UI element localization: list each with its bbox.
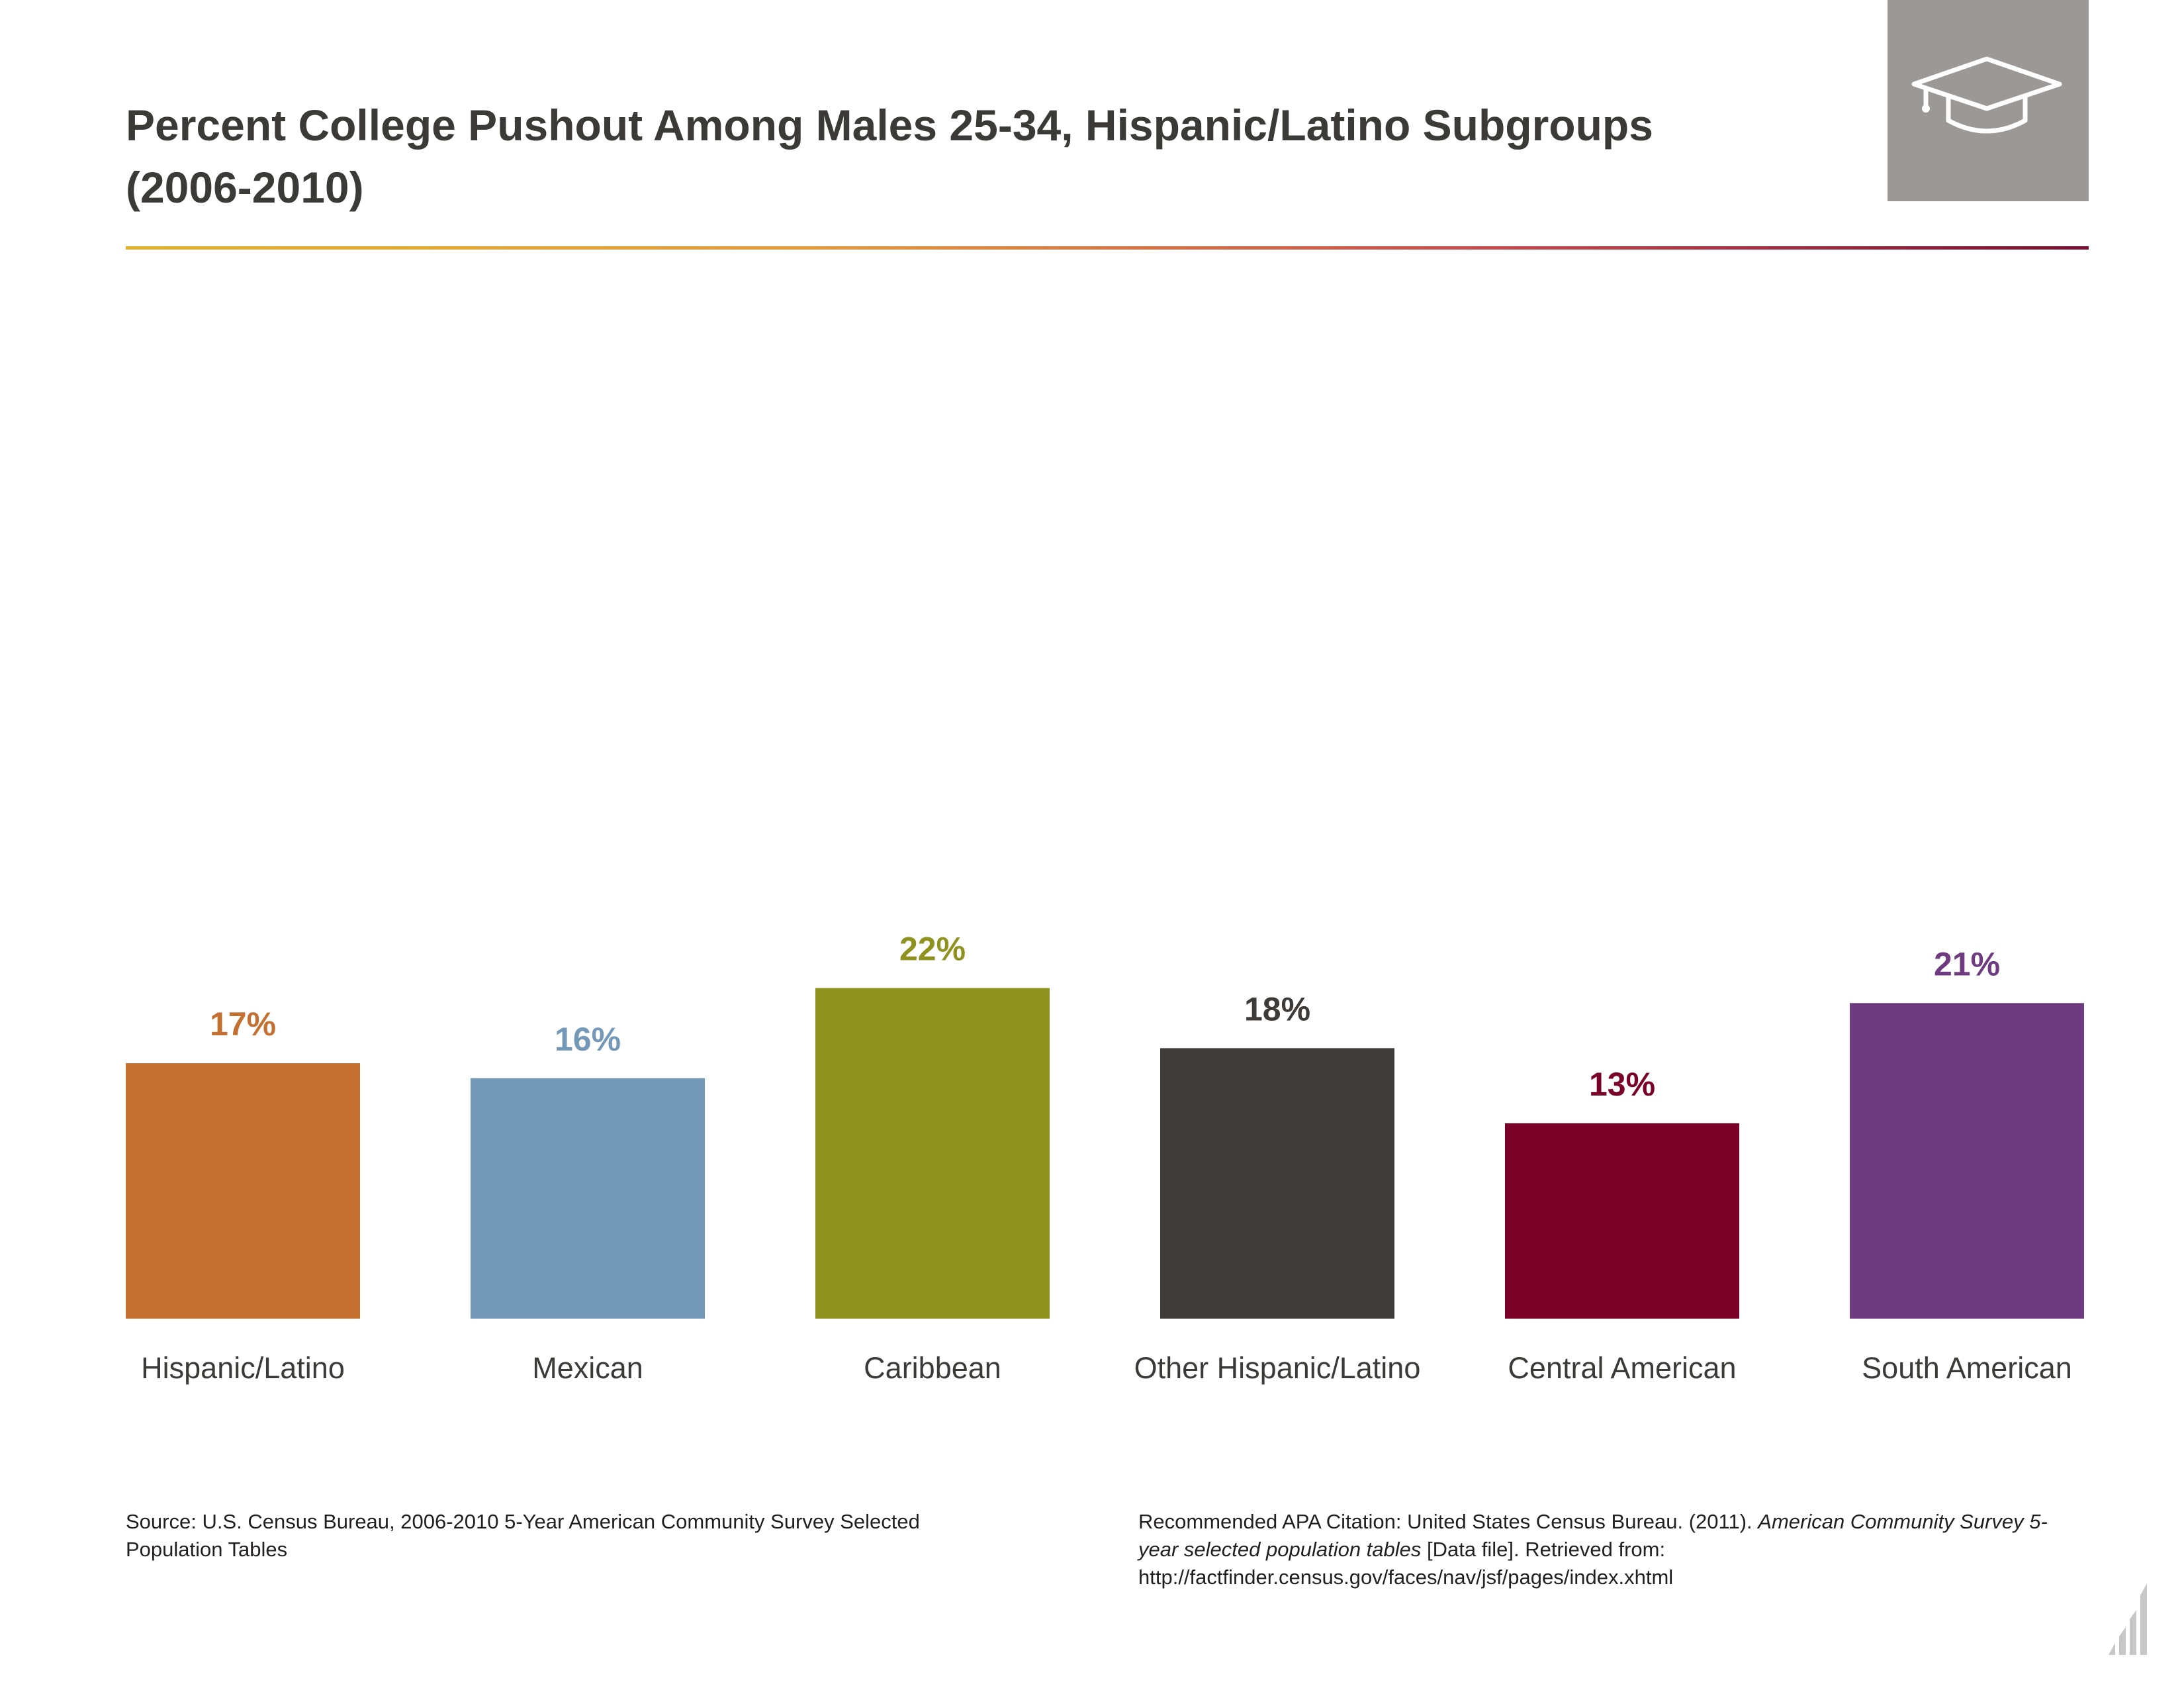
value-label-hispanic-latino: 17% [210, 1006, 276, 1043]
value-label-other-hispanic-latino: 18% [1244, 990, 1310, 1027]
value-label-central-american: 13% [1589, 1066, 1655, 1103]
citation-prefix: Recommended APA Citation: United States … [1138, 1510, 1758, 1533]
chart-title-line-2: (2006-2010) [126, 163, 364, 212]
graduation-cap-icon-box [1888, 0, 2089, 201]
bar-hispanic-latino [126, 1063, 360, 1319]
chart-title: Percent College Pushout Among Males 25-3… [126, 94, 1846, 218]
citation-suffix: [Data file]. Retrieved from: http://fact… [1138, 1538, 1674, 1589]
value-label-south-american: 21% [1934, 945, 2000, 982]
category-label-south-american: South American [1862, 1351, 2072, 1385]
category-label-central-american: Central American [1508, 1351, 1736, 1385]
value-label-caribbean: 22% [899, 931, 966, 968]
category-label-mexican: Mexican [532, 1351, 643, 1385]
title-divider [126, 246, 2089, 250]
citation-title: American Community Survey 5-year selecte… [1138, 1510, 2048, 1561]
bar-chart: 17% Hispanic/Latino 16% Mexican 22% Caribbean… [126, 931, 2084, 1385]
value-label-mexican: 16% [555, 1021, 621, 1058]
source-note: Source: U.S. Census Bureau, 2006-2010 5-… [126, 1510, 920, 1561]
bar-chart-logo-icon [2109, 1583, 2147, 1655]
bar-caribbean [815, 988, 1050, 1319]
graduation-cap-icon [1911, 56, 2062, 134]
category-label-other-hispanic-latino: Other Hispanic/Latino [1134, 1351, 1421, 1385]
apa-citation: Recommended APA Citation: United States … [1138, 1508, 2078, 1591]
chart-title-line-1: Percent College Pushout Among Males 25-3… [126, 101, 1653, 150]
bar-central-american [1505, 1123, 1739, 1319]
bar-mexican [471, 1078, 705, 1319]
category-label-hispanic-latino: Hispanic/Latino [141, 1351, 345, 1385]
bar-other-hispanic-latino [1160, 1048, 1394, 1319]
bar-south-american [1850, 1003, 2084, 1319]
category-label-caribbean: Caribbean [864, 1351, 1001, 1385]
